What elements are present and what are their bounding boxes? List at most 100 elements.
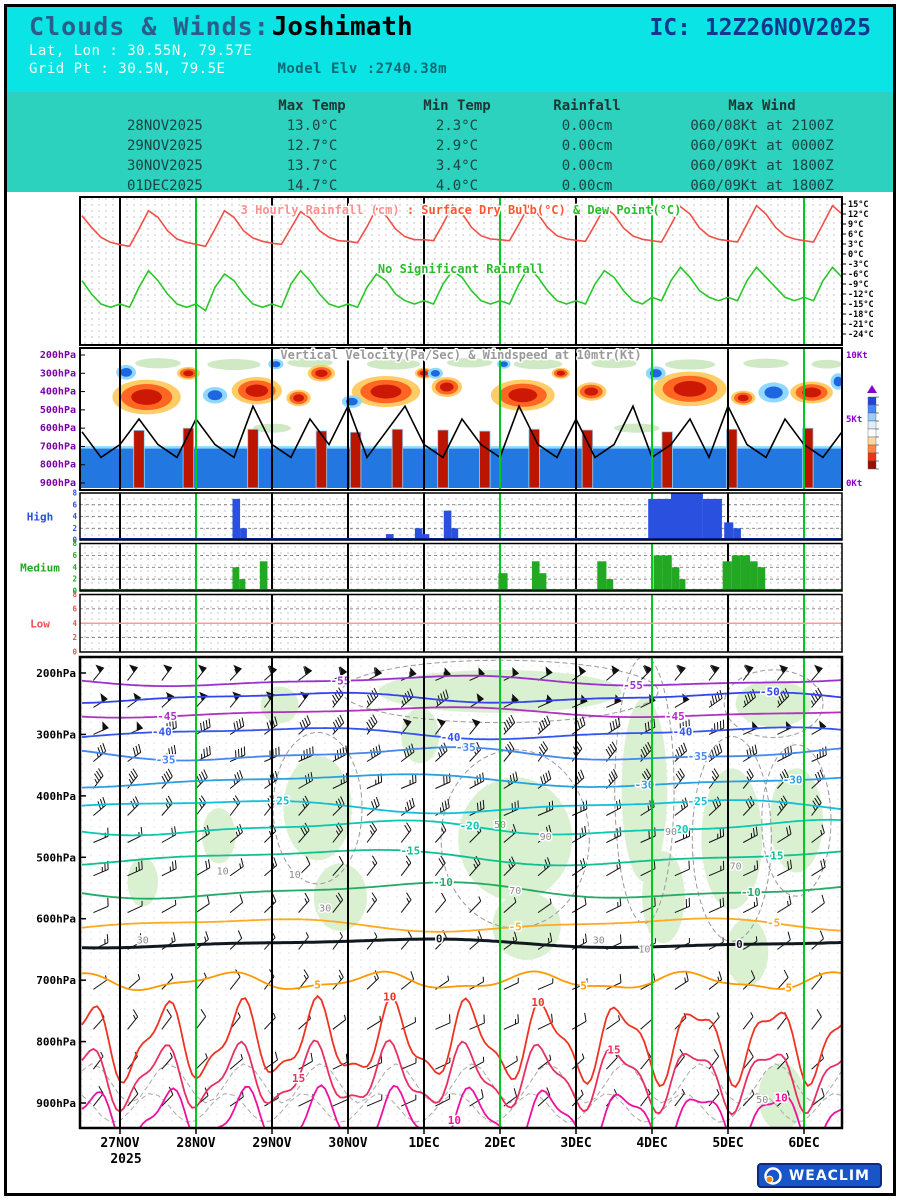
svg-text:90: 90	[540, 832, 552, 843]
svg-text:30: 30	[593, 935, 605, 946]
svg-text:-12°C: -12°C	[848, 290, 874, 300]
svg-text:6DEC: 6DEC	[788, 1136, 819, 1151]
svg-text:700hPa: 700hPa	[36, 974, 76, 987]
svg-text:0: 0	[736, 938, 743, 951]
svg-text:15: 15	[292, 1072, 305, 1085]
svg-text:300hPa: 300hPa	[36, 728, 76, 741]
svg-text:5: 5	[785, 982, 792, 995]
svg-text:10: 10	[383, 991, 396, 1004]
svg-text:5: 5	[314, 978, 321, 991]
svg-text:200hPa: 200hPa	[40, 350, 76, 361]
svg-text:0: 0	[72, 536, 77, 545]
station-name: Joshimath	[271, 12, 413, 42]
svg-text:10: 10	[448, 1114, 461, 1127]
forecast-row: 29NOV2025 12.7°C 2.9°C 0.00cm 060/09Kt at 00…	[127, 138, 834, 154]
svg-text:500hPa: 500hPa	[40, 405, 76, 416]
svg-text:5Kt: 5Kt	[846, 415, 862, 425]
svg-text:-10: -10	[433, 876, 453, 889]
svg-text:6°C: 6°C	[848, 230, 863, 240]
svg-text:Low: Low	[30, 617, 50, 630]
svg-text:-10: -10	[741, 886, 761, 899]
svg-text:30NOV: 30NOV	[328, 1136, 367, 1151]
svg-text:-20: -20	[669, 823, 689, 836]
initial-condition: IC: 12Z26NOV2025	[649, 15, 871, 41]
svg-text:High: High	[27, 511, 54, 524]
svg-text:-35: -35	[156, 754, 176, 767]
svg-text:8: 8	[72, 489, 77, 498]
svg-text:-40: -40	[672, 726, 692, 739]
weaclim-logo: WEACLIM	[756, 1163, 882, 1188]
svg-text:800hPa: 800hPa	[36, 1036, 76, 1049]
svg-text:-25: -25	[270, 795, 290, 808]
svg-text:90: 90	[665, 827, 677, 838]
svg-text:6: 6	[72, 604, 77, 613]
svg-text:400hPa: 400hPa	[36, 790, 76, 803]
svg-text:-5: -5	[509, 921, 522, 934]
svg-text:10: 10	[775, 1091, 788, 1104]
svg-text:5: 5	[580, 979, 587, 992]
svg-text:50: 50	[756, 1095, 768, 1106]
svg-text:3DEC: 3DEC	[560, 1136, 591, 1151]
svg-text:0Kt: 0Kt	[846, 479, 862, 489]
weaclim-logo-text: WEACLIM	[788, 1167, 870, 1184]
svg-text:8: 8	[72, 539, 77, 548]
svg-text:6: 6	[72, 551, 77, 560]
svg-text:27NOV: 27NOV	[100, 1136, 139, 1151]
svg-text:8: 8	[72, 590, 77, 599]
svg-text:400hPa: 400hPa	[40, 387, 76, 398]
svg-text:700hPa: 700hPa	[40, 441, 76, 452]
svg-text:No Significant Rainfall: No Significant Rainfall	[378, 262, 544, 276]
svg-text:-3°C: -3°C	[848, 260, 868, 270]
svg-text:2DEC: 2DEC	[484, 1136, 515, 1151]
svg-text:500hPa: 500hPa	[36, 851, 76, 864]
header: Clouds & Winds: Joshimath IC: 12Z26NOV20…	[7, 7, 893, 92]
model-elevation: Model Elv :2740.38m	[277, 61, 448, 77]
svg-text:-15: -15	[764, 850, 784, 863]
svg-text:5DEC: 5DEC	[712, 1136, 743, 1151]
svg-text:10: 10	[638, 945, 650, 956]
forecast-header-row: Max Temp Min Temp Rainfall Max Wind	[278, 98, 796, 114]
svg-text:-5: -5	[767, 917, 780, 930]
svg-text:-45: -45	[157, 710, 177, 723]
grid-point: Grid Pt : 30.5N, 79.5E	[29, 61, 226, 77]
svg-text:10: 10	[531, 996, 544, 1009]
svg-text:-50: -50	[760, 686, 780, 699]
svg-text:15°C: 15°C	[848, 200, 868, 210]
svg-text:Medium: Medium	[20, 561, 60, 574]
svg-text:-30: -30	[634, 779, 654, 792]
grid-row: Grid Pt : 30.5N, 79.5E Model Elv :2740.3…	[29, 61, 879, 77]
svg-text:0: 0	[72, 648, 77, 657]
svg-text:200hPa: 200hPa	[36, 667, 76, 680]
svg-text:900hPa: 900hPa	[40, 478, 76, 489]
forecast-table: Max Temp Min Temp Rainfall Max Wind 28NOV202…	[7, 92, 893, 194]
forecast-row: 01DEC2025 14.7°C 4.0°C 0.00cm 060/09Kt at 18…	[127, 178, 834, 194]
svg-text:29NOV: 29NOV	[252, 1136, 291, 1151]
svg-text:-21°C: -21°C	[848, 320, 874, 330]
svg-text:4DEC: 4DEC	[636, 1136, 667, 1151]
svg-text:300hPa: 300hPa	[40, 368, 76, 379]
svg-text:28NOV: 28NOV	[176, 1136, 215, 1151]
svg-text:2: 2	[72, 524, 77, 533]
lat-lon: Lat, Lon : 30.55N, 79.57E	[29, 43, 253, 59]
svg-text:-6°C: -6°C	[848, 270, 868, 280]
svg-text:-25: -25	[688, 795, 708, 808]
svg-text:0°C: 0°C	[848, 250, 863, 260]
forecast-row: 28NOV2025 13.0°C 2.3°C 0.00cm 060/08Kt at 21…	[127, 118, 834, 134]
svg-text:900hPa: 900hPa	[36, 1097, 76, 1110]
svg-text:-15: -15	[400, 844, 420, 857]
svg-text:-40: -40	[441, 731, 461, 744]
svg-text:-35: -35	[456, 741, 476, 754]
svg-text:-55: -55	[623, 679, 643, 692]
svg-text:600hPa: 600hPa	[36, 913, 76, 926]
svg-text:-15°C: -15°C	[848, 300, 874, 310]
svg-text:-45: -45	[665, 710, 685, 723]
svg-text:1DEC: 1DEC	[408, 1136, 439, 1151]
svg-text:Vertical Velocity(Pa/Sec) & Wi: Vertical Velocity(Pa/Sec) & Windspeed at…	[280, 348, 641, 362]
svg-text:600hPa: 600hPa	[40, 423, 76, 434]
svg-text:10: 10	[289, 870, 301, 881]
svg-text:30: 30	[319, 903, 331, 914]
svg-text:4: 4	[72, 619, 77, 628]
svg-text:-20: -20	[460, 819, 480, 832]
svg-text:2: 2	[72, 633, 77, 642]
